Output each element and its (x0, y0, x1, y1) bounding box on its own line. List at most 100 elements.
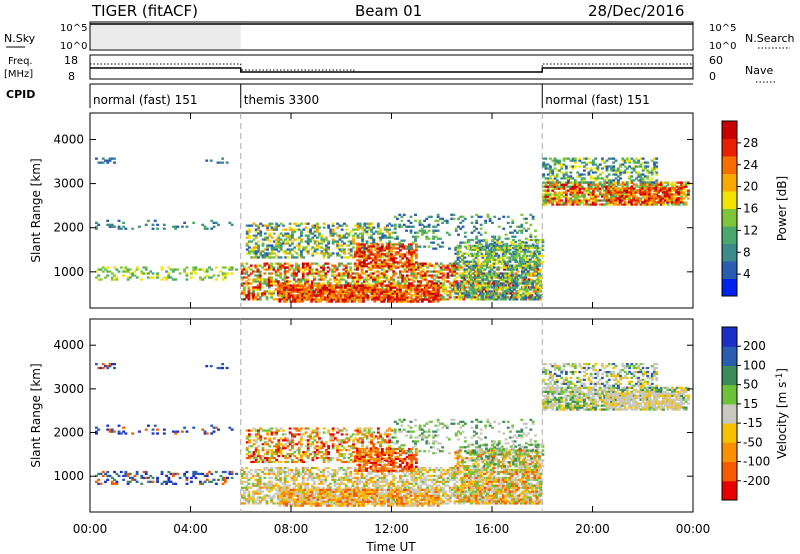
heatmap-cell (612, 203, 616, 206)
heatmap-cell (451, 284, 454, 287)
heatmap-cell (544, 165, 548, 168)
heatmap-cell (426, 280, 430, 283)
heatmap-cell (329, 232, 333, 235)
heatmap-cell (405, 247, 408, 250)
heatmap-cell (598, 173, 602, 176)
heatmap-cell (288, 236, 292, 239)
heatmap-cell (616, 179, 620, 182)
heatmap-cell (373, 292, 377, 295)
heatmap-cell (376, 222, 380, 225)
heatmap-cell (311, 252, 315, 255)
heatmap-cell (338, 274, 341, 277)
heatmap-cell (666, 191, 669, 194)
heatmap-cell (174, 268, 178, 271)
heatmap-cell (567, 201, 570, 204)
heatmap-cell (367, 236, 371, 239)
heatmap-cell (354, 224, 358, 227)
heatmap-cell (456, 292, 460, 295)
heatmap-cell (373, 288, 377, 291)
heatmap-cell (367, 262, 371, 265)
heatmap-cell (266, 238, 269, 241)
heatmap-cell (607, 183, 611, 186)
heatmap-cell (281, 294, 285, 297)
heatmap-cell (480, 298, 484, 301)
heatmap-cell (376, 247, 380, 250)
heatmap-cell (458, 298, 462, 301)
heatmap-cell (463, 256, 467, 259)
heatmap-cell (501, 274, 505, 277)
heatmap-cell (218, 161, 222, 164)
heatmap-cell (311, 226, 315, 229)
heatmap-cell (526, 292, 530, 295)
heatmap-cell (571, 165, 575, 168)
heatmap-cell (420, 294, 424, 297)
heatmap-cell (635, 183, 638, 186)
heatmap-cell (407, 288, 411, 291)
heatmap-cell (113, 470, 116, 474)
heatmap-cell (240, 290, 244, 293)
heatmap-cell (504, 286, 507, 289)
heatmap-cell (235, 268, 239, 271)
heatmap-cell (361, 248, 364, 251)
heatmap-cell (634, 191, 638, 194)
heatmap-cell (587, 171, 591, 174)
heatmap-cell (347, 234, 351, 237)
heatmap-cell (358, 278, 362, 281)
heatmap-cell (662, 203, 665, 206)
heatmap-cell (594, 197, 598, 200)
heatmap-cell (390, 236, 394, 239)
heatmap-cell (490, 250, 494, 253)
heatmap-cell (416, 286, 420, 289)
heatmap-cell (414, 253, 418, 256)
heatmap-cell (283, 278, 287, 281)
heatmap-cell (524, 229, 528, 232)
heatmap-cell (641, 167, 645, 170)
heatmap-cell (482, 246, 486, 250)
heatmap-cell (310, 290, 313, 293)
heatmap-cell (653, 191, 656, 194)
heatmap-cell (490, 244, 494, 247)
heatmap-cell (327, 256, 331, 259)
heatmap-cell (124, 472, 128, 476)
heatmap-cell (368, 288, 372, 291)
heatmap-cell (502, 215, 506, 218)
heatmap-cell (555, 185, 559, 188)
heatmap-cell (388, 236, 392, 239)
heatmap-cell (478, 242, 482, 246)
heatmap-cell (635, 161, 638, 164)
cpid-bar: normal (fast) 151 themis 3300 normal (fast… (89, 83, 693, 108)
heatmap-cell (272, 228, 276, 231)
heatmap-cell (265, 282, 269, 285)
heatmap-cell (578, 165, 582, 168)
heatmap-cell (295, 222, 299, 225)
heatmap-cell (295, 224, 299, 227)
heatmap-cell (268, 232, 272, 235)
heatmap-cell (629, 191, 633, 194)
heatmap-cell (527, 244, 531, 248)
heatmap-cell (569, 201, 573, 204)
heatmap-cell (632, 195, 636, 198)
heatmap-cell (286, 276, 289, 279)
heatmap-cell (396, 294, 399, 297)
heatmap-cell (336, 226, 340, 229)
heatmap-cell (619, 177, 622, 180)
heatmap-cell (295, 262, 298, 265)
heatmap-cell (456, 252, 460, 255)
heatmap-cell (311, 238, 315, 241)
colorbar-tick-label: 16 (743, 202, 758, 216)
heatmap-cell (283, 284, 286, 287)
heatmap-cell (266, 236, 269, 239)
heatmap-cell (650, 159, 654, 162)
heatmap-cell (303, 284, 307, 287)
heatmap-cell (328, 284, 332, 287)
heatmap-cell (675, 191, 679, 194)
heatmap-cell (298, 290, 302, 293)
heatmap-cell (133, 474, 137, 478)
heatmap-cell (359, 294, 363, 297)
heatmap-cell (292, 286, 295, 289)
heatmap-cell (156, 480, 159, 483)
heatmap-cell (249, 272, 253, 275)
heatmap-cell (342, 272, 346, 275)
heatmap-cell (520, 213, 524, 216)
heatmap-cell (295, 256, 299, 259)
